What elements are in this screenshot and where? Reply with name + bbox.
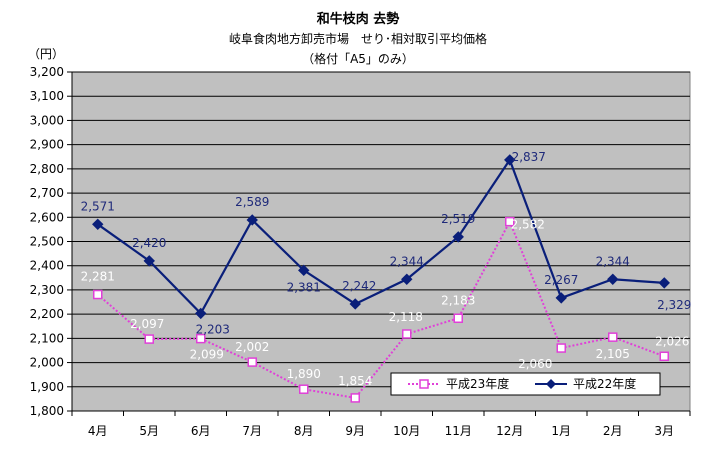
data-point-series-1 xyxy=(607,273,619,285)
data-label-series-1: 2,344 xyxy=(596,254,630,268)
data-point-series-1 xyxy=(401,273,413,285)
y-axis-label: （円） xyxy=(28,47,64,61)
x-tick-label: 9月 xyxy=(345,424,365,438)
series-line-1 xyxy=(97,157,665,316)
legend-marker-series-0 xyxy=(419,379,429,389)
data-label-series-1: 2,589 xyxy=(235,195,269,209)
data-point-series-0 xyxy=(659,351,669,362)
legend-marker-series-1 xyxy=(546,379,556,389)
x-tick-label: 11月 xyxy=(445,424,472,438)
data-point-series-0 xyxy=(196,333,206,344)
data-point-series-1 xyxy=(143,255,155,267)
series xyxy=(92,154,670,403)
data-label-series-0: 2,281 xyxy=(81,270,115,284)
data-label-series-0: 2,097 xyxy=(130,317,164,331)
data-label-series-0: 2,582 xyxy=(511,218,545,232)
data-point-series-0 xyxy=(402,329,412,339)
x-tick-label: 4月 xyxy=(88,424,108,438)
y-tick-label: 2,800 xyxy=(30,162,64,176)
axes: 1,800 1,900 2,000 2,100 2,200 2,300 2,400 2,500… xyxy=(30,65,691,438)
chart-subtitle-grade: （格付「A5」のみ） xyxy=(302,51,414,66)
legend-box xyxy=(390,372,661,396)
series-line-0 xyxy=(97,219,665,400)
y-tick-label: 3,200 xyxy=(30,65,64,79)
y-tick-label: 1,800 xyxy=(30,404,64,418)
legend-label-series-0: 平成23年度 xyxy=(446,376,509,391)
data-point-series-0 xyxy=(144,334,154,344)
data-point-series-1 xyxy=(246,214,258,226)
y-tick-label: 2,400 xyxy=(30,259,64,273)
data-label-series-1: 2,837 xyxy=(512,150,546,164)
data-label-series-1: 2,381 xyxy=(287,280,321,294)
data-point-series-0 xyxy=(453,313,463,324)
y-tick-label: 2,900 xyxy=(30,138,64,152)
legend: 平成23年度 平成22年度 xyxy=(390,372,661,396)
data-label-series-0: 1,890 xyxy=(287,367,321,381)
data-label-series-1: 2,329 xyxy=(657,298,691,312)
data-label-series-1: 2,519 xyxy=(441,212,475,226)
data-point-series-0 xyxy=(299,384,309,394)
data-point-series-0 xyxy=(556,343,566,353)
data-point-series-0 xyxy=(93,289,103,300)
x-tick-label: 6月 xyxy=(191,424,211,438)
y-tick-label: 1,900 xyxy=(30,380,64,394)
data-label-series-1: 2,267 xyxy=(544,273,578,287)
data-point-series-1 xyxy=(195,307,207,320)
data-label-series-1: 2,344 xyxy=(390,254,424,268)
x-tick-label: 12月 xyxy=(496,424,523,438)
data-label-series-1: 2,420 xyxy=(132,236,166,250)
data-label-series-0: 2,183 xyxy=(441,293,475,307)
x-tick-label: 2月 xyxy=(603,424,623,438)
data-point-series-0 xyxy=(505,216,515,227)
y-tick-label: 2,700 xyxy=(30,186,64,200)
data-label-series-0: 2,118 xyxy=(389,310,423,324)
data-label-series-0: 2,060 xyxy=(518,357,552,371)
data-labels: 2,571 2,420 2,203 2,589 2,381 2,242 2,344 2,519… xyxy=(81,150,692,388)
data-label-series-0: 2,105 xyxy=(596,347,630,361)
y-tick-label: 2,000 xyxy=(30,356,64,370)
chart-title: 和牛枝肉 去勢 xyxy=(317,11,400,27)
data-point-series-1 xyxy=(452,231,464,243)
x-tick-label: 7月 xyxy=(242,424,262,438)
chart-subtitle: 岐阜食肉地方卸売市場 せり･相対取引平均価格 xyxy=(229,31,487,46)
x-tick-label: 5月 xyxy=(139,424,159,438)
data-point-series-0 xyxy=(247,357,257,367)
data-label-series-1: 2,242 xyxy=(342,279,376,293)
data-label-series-0: 1,854 xyxy=(338,374,372,388)
y-tick-label: 3,000 xyxy=(30,113,64,127)
data-point-series-1 xyxy=(555,292,567,304)
data-point-series-1 xyxy=(298,264,310,277)
data-label-series-1: 2,571 xyxy=(81,199,115,213)
data-point-series-0 xyxy=(350,393,360,403)
data-point-series-1 xyxy=(349,298,361,310)
data-label-series-1: 2,203 xyxy=(196,322,230,336)
y-tick-label: 2,500 xyxy=(30,235,64,249)
y-tick-label: 2,100 xyxy=(30,331,64,345)
x-tick-label: 1月 xyxy=(551,424,571,438)
data-point-series-1 xyxy=(658,277,670,289)
x-tick-label: 3月 xyxy=(654,424,674,438)
data-point-series-0 xyxy=(608,332,618,342)
y-tick-label: 2,200 xyxy=(30,307,64,321)
x-tick-label: 10月 xyxy=(393,424,420,438)
y-tick-label: 2,600 xyxy=(30,210,64,224)
y-tick-label: 2,300 xyxy=(30,283,64,297)
y-tick-label: 3,100 xyxy=(30,89,64,103)
data-label-series-0: 2,002 xyxy=(235,340,269,354)
data-label-series-0: 2,099 xyxy=(190,348,224,362)
x-tick-label: 8月 xyxy=(294,424,314,438)
data-label-series-0: 2,026 xyxy=(655,334,689,348)
legend-label-series-1: 平成22年度 xyxy=(573,376,636,391)
data-point-series-1 xyxy=(504,154,516,166)
data-point-series-1 xyxy=(92,218,104,231)
